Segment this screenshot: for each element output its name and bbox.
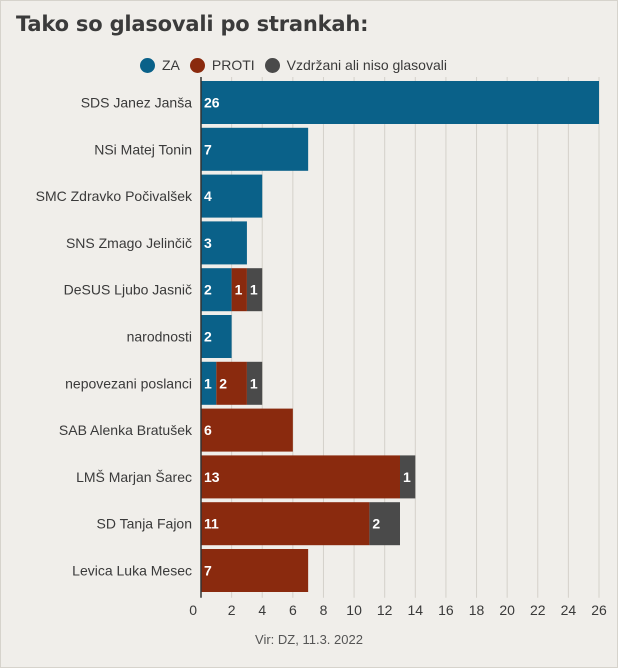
category-label: nepovezani poslanci <box>65 375 192 391</box>
data-label: 2 <box>372 516 380 532</box>
x-tick-label: 18 <box>469 602 485 618</box>
data-label: 4 <box>204 188 212 204</box>
data-label: 1 <box>235 282 243 298</box>
category-label: SAB Alenka Bratušek <box>59 422 193 438</box>
bar-segment <box>201 549 309 592</box>
category-label: SD Tanja Fajon <box>97 516 192 532</box>
x-tick-label: 4 <box>258 602 266 618</box>
x-tick-label: 12 <box>377 602 393 618</box>
bar-segment <box>201 81 599 124</box>
x-tick-label: 14 <box>408 602 424 618</box>
category-label: SNS Zmago Jelinčič <box>66 235 192 251</box>
data-label: 26 <box>204 95 220 111</box>
category-label: SMC Zdravko Počivalšek <box>36 188 193 204</box>
chart-title: Tako so glasovali po strankah: <box>16 12 369 36</box>
data-label: 1 <box>403 469 411 485</box>
data-label: 2 <box>204 329 212 345</box>
legend-item: Vzdržani ali niso glasovali <box>264 57 447 73</box>
data-label: 6 <box>204 422 212 438</box>
bar-segment <box>369 502 400 546</box>
bar-segment <box>231 268 247 312</box>
bar-segment <box>246 361 263 405</box>
chart-legend: ZA PROTI Vzdržani ali niso glasovali <box>140 57 457 73</box>
legend-label: ZA <box>162 57 180 73</box>
data-label: 1 <box>250 375 258 391</box>
bar-segment <box>201 455 400 499</box>
legend-label: Vzdržani ali niso glasovali <box>286 57 447 73</box>
data-label: 7 <box>204 141 212 157</box>
category-label: DeSUS Ljubo Jasnič <box>64 282 192 298</box>
bar-segment <box>201 221 247 265</box>
legend-item: ZA <box>140 57 180 73</box>
data-label: 1 <box>204 375 212 391</box>
category-label: narodnosti <box>127 329 192 345</box>
category-label: SDS Janez Janša <box>81 95 192 111</box>
bar-segment <box>400 455 416 499</box>
x-tick-label: 8 <box>320 602 328 618</box>
legend-item: PROTI <box>189 57 255 73</box>
x-tick-label: 16 <box>438 602 454 618</box>
x-tick-label: 20 <box>499 602 515 618</box>
x-tick-label: 6 <box>289 602 297 618</box>
data-label: 2 <box>204 282 212 298</box>
x-tick-label: 26 <box>591 602 607 618</box>
bar-segment <box>201 268 232 312</box>
category-label: Levica Luka Mesec <box>72 563 192 579</box>
category-label: LMŠ Marjan Šarec <box>76 469 192 485</box>
data-label: 13 <box>204 469 220 485</box>
bar-segment <box>201 174 263 218</box>
data-label: 11 <box>204 516 219 532</box>
data-label: 7 <box>204 563 212 579</box>
bar-segment <box>201 315 232 358</box>
bar-segment <box>201 127 309 171</box>
x-tick-label: 0 <box>189 602 197 618</box>
x-tick-label: 24 <box>561 602 577 618</box>
legend-label: PROTI <box>211 57 255 73</box>
data-label: 3 <box>204 235 212 251</box>
bar-segment <box>216 361 247 405</box>
x-tick-label: 22 <box>530 602 546 618</box>
bar-segment <box>201 361 217 405</box>
legend-swatch <box>189 57 205 73</box>
source-note: Vir: DZ, 11.3. 2022 <box>255 632 363 647</box>
legend-swatch <box>264 57 280 73</box>
x-tick-label: 10 <box>346 602 362 618</box>
category-label: NSi Matej Tonin <box>94 141 192 157</box>
bar-segment <box>246 268 263 312</box>
bar-segment <box>201 502 370 546</box>
bar-segment <box>201 408 293 452</box>
legend-swatch <box>140 57 155 73</box>
data-label: 1 <box>250 282 258 298</box>
x-tick-label: 2 <box>228 602 236 618</box>
data-label: 2 <box>219 375 227 391</box>
